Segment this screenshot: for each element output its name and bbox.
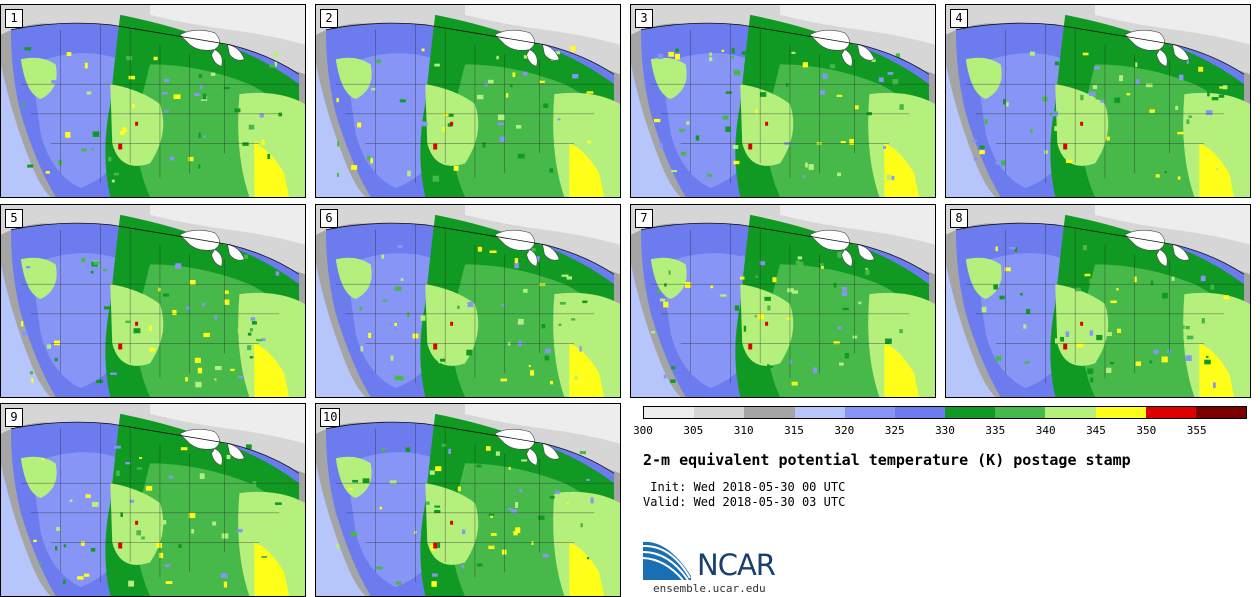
panel-number-label: 3 [635,9,653,28]
colorbar-tick-label: 335 [985,424,1006,437]
colorbar-tick-label: 345 [1086,424,1106,437]
panel-number-label: 1 [5,9,23,28]
map-panel-5: 5 [0,204,306,398]
panel-number-label: 9 [5,408,23,427]
panel-number-label: 4 [950,9,968,28]
colorbar-tick-label: 340 [1035,424,1056,437]
colorbar-swatch [1095,407,1146,418]
colorbar-swatch [945,407,996,418]
colorbar-tick-label: 320 [834,424,855,437]
colorbar-tick-label: 325 [884,424,905,437]
colorbar-swatch [644,407,695,418]
map-panel-2: 2 [315,4,621,198]
map-panel-7: 7 [630,204,936,398]
map-panel-4: 4 [945,4,1251,198]
colorbar-swatch [694,407,745,418]
colorbar-swatch [1145,407,1196,418]
map-panel-9: 9 [0,403,306,597]
colorbar-swatch [794,407,845,418]
colorbar [643,406,1247,419]
colorbar-tick-label: 355 [1186,424,1207,437]
logo-text: NCAR [697,548,776,582]
colorbar-tick-label: 300 [633,424,653,437]
colorbar-swatch [744,407,795,418]
colorbar-tick-label: 330 [935,424,955,437]
figure-title: 2-m equivalent potential temperature (K)… [643,451,1131,469]
colorbar-swatch [844,407,895,418]
ncar-logo-icon [643,541,691,581]
colorbar-swatch [1045,407,1096,418]
map-panel-8: 8 [945,204,1251,398]
valid-time: Valid: Wed 2018-05-30 03 UTC [643,495,846,509]
colorbar-swatch [995,407,1046,418]
colorbar-swatch [1195,407,1247,418]
colorbar-tick-label: 310 [733,424,754,437]
logo-url: ensemble.ucar.edu [653,582,766,595]
panel-number-label: 6 [320,209,338,228]
map-panel-10: 10 [315,403,621,597]
panel-number-label: 10 [320,408,341,427]
panel-number-label: 5 [5,209,23,228]
map-panel-6: 6 [315,204,621,398]
init-time: Init: Wed 2018-05-30 00 UTC [643,480,846,494]
colorbar-tick-label: 350 [1136,424,1157,437]
panel-number-label: 2 [320,9,338,28]
map-panel-1: 1 [0,4,306,198]
map-panel-3: 3 [630,4,936,198]
colorbar-tick-label: 315 [784,424,804,437]
panel-number-label: 7 [635,209,653,228]
colorbar-swatch [894,407,946,418]
panel-number-label: 8 [950,209,968,228]
colorbar-tick-label: 305 [683,424,704,437]
